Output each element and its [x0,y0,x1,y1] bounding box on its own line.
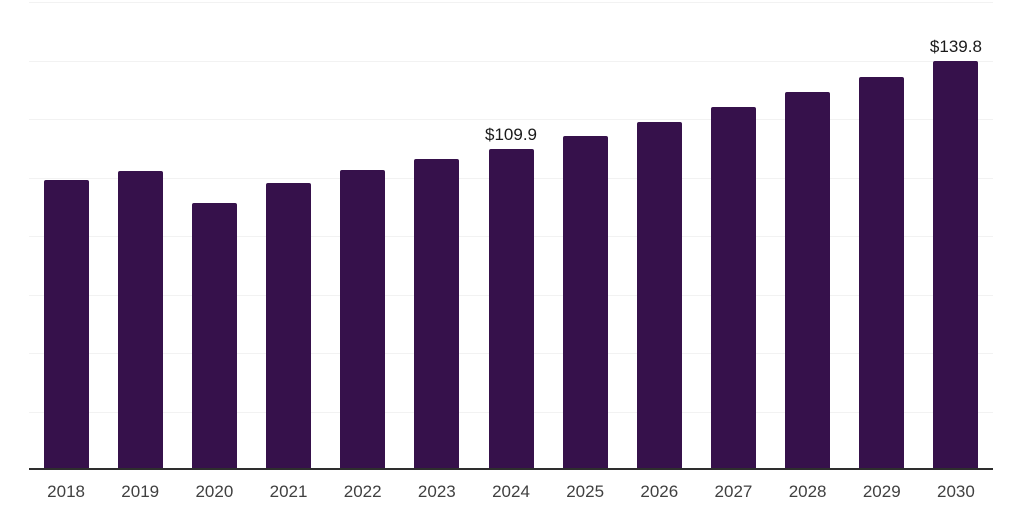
bar-2025 [562,135,608,470]
bar-2024 [488,148,534,470]
x-tick-label-2025: 2025 [566,482,605,501]
x-tick-label-2019: 2019 [121,482,160,501]
x-tick-label-2021: 2021 [269,482,308,501]
data-label-2024: $109.9 [485,124,537,144]
bar-2018 [43,179,89,470]
bar-2030 [933,61,979,470]
x-tick-label-2024: 2024 [492,482,530,501]
x-tick-label-2023: 2023 [417,482,456,501]
bar-2027 [710,107,756,470]
bar-2020 [191,202,237,470]
bar-2026 [636,121,682,470]
x-tick-label-2022: 2022 [343,482,382,501]
bar-2022 [340,169,386,470]
x-axis-line [29,468,993,470]
x-tick-label-2018: 2018 [47,482,85,501]
data-label-2030: $139.8 [929,37,982,57]
x-axis-tick-labels: 2018 2019 2020 2021 2022 2023 2024 2025 2026 2027… [29,482,993,506]
x-tick-label-2028: 2028 [788,482,827,501]
bar-2028 [785,92,831,470]
gridline [29,119,993,120]
bar-2021 [266,182,312,470]
bar-2019 [117,170,163,470]
x-tick-label-2029: 2029 [862,482,901,501]
x-tick-label-2026: 2026 [640,482,679,501]
gridline [29,60,993,62]
bar-2023 [414,159,460,470]
x-tick-label-2030: 2030 [937,482,975,501]
bar-2029 [859,77,905,470]
gridline [29,2,993,3]
x-tick-label-2027: 2027 [714,482,753,501]
x-tick-label-2020: 2020 [195,482,234,501]
plot-area: $109.9 $139.8 [29,2,993,470]
